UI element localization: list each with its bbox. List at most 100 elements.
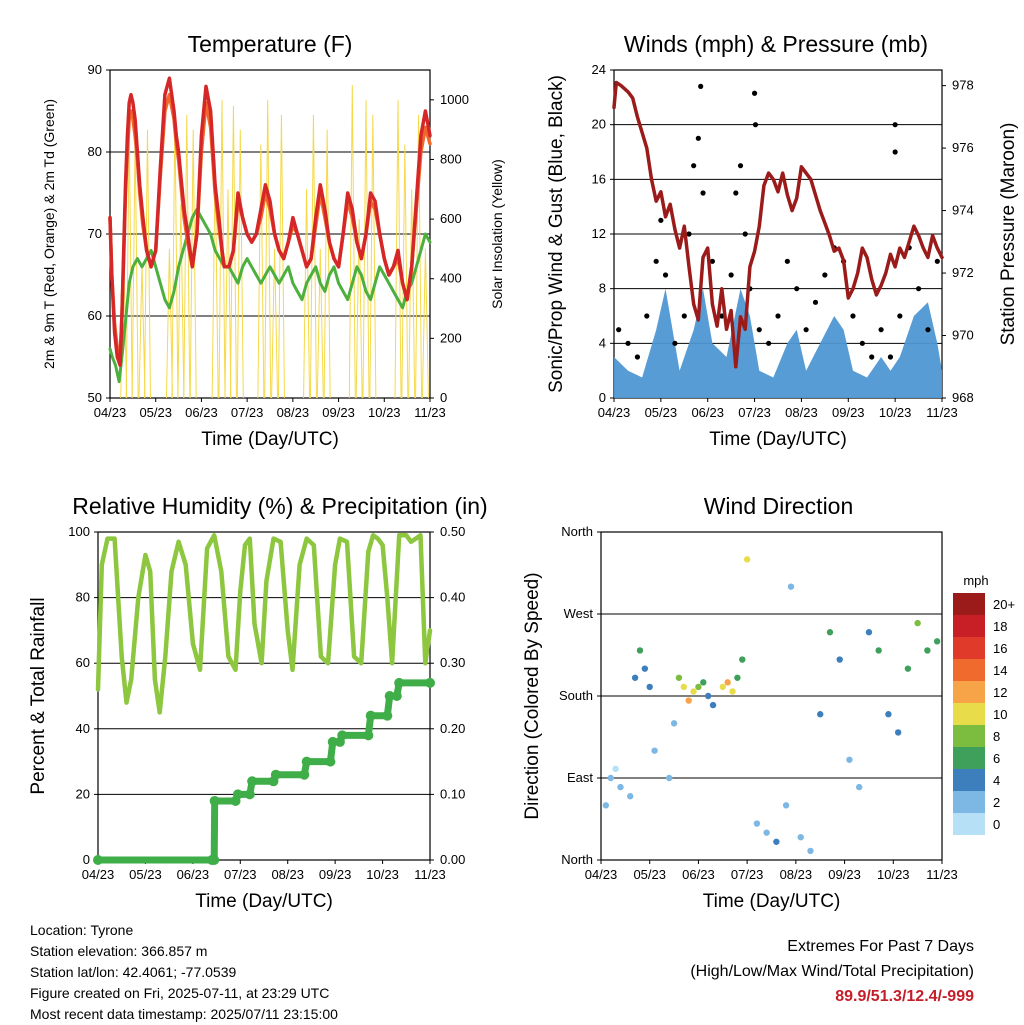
solar-insolation-spike [355, 219, 363, 399]
y-tick-label: 16 [592, 171, 606, 186]
precipitation-point [425, 677, 435, 688]
direction-point [612, 765, 619, 773]
y2-tick-label: 0.10 [440, 786, 465, 801]
y-tick-label: 24 [592, 62, 606, 77]
solar-insolation-spike [183, 114, 191, 399]
pressure-line [612, 80, 944, 369]
dewpoint-line [108, 207, 432, 384]
y2-tick-label: 200 [440, 330, 462, 345]
legend-label: 10 [993, 707, 1007, 722]
legend-label: 8 [993, 729, 1000, 744]
direction-point [914, 619, 921, 627]
solar-insolation-spike [348, 84, 356, 399]
temperature-panel: 50 60 70 80 90 0 200 400 600 800 1000 04/23 05/23 06/… [41, 31, 505, 450]
relative-humidity-line [95, 533, 433, 715]
direction-point [617, 783, 624, 791]
y2-tick-label: 0.30 [440, 655, 465, 670]
direction-point [846, 756, 853, 763]
gust-point [850, 313, 856, 319]
chart-title: Winds (mph) & Pressure (mb) [624, 31, 928, 57]
x-tick-label: 07/23 [738, 405, 771, 420]
legend-swatch [953, 813, 985, 835]
precipitation-point [382, 710, 393, 721]
gust-point [794, 286, 800, 292]
legend-label: 14 [993, 663, 1007, 678]
x-tick-label: 09/23 [322, 405, 355, 420]
legend-swatch [953, 593, 985, 615]
x-axis-label: Time (Day/UTC) [195, 891, 333, 912]
solar-insolation-spike [229, 105, 237, 399]
legend-label: 0 [993, 817, 1000, 832]
gust-point [709, 258, 716, 264]
x-tick-label: 04/23 [94, 405, 127, 420]
x-tick-label: 10/23 [879, 405, 912, 420]
gust-point [878, 327, 884, 333]
y2-tick-label: 978 [952, 78, 974, 93]
direction-point [627, 793, 634, 800]
temperature-2m-line [108, 76, 432, 367]
figure-created: Figure created on Fri, 2025-07-11, at 23… [30, 985, 330, 1001]
x-tick-label: 10/23 [877, 867, 910, 882]
y2-tick-label: 968 [952, 390, 974, 405]
direction-point [753, 820, 761, 827]
gust-point [784, 258, 790, 264]
gust-point [695, 135, 701, 141]
direction-point [607, 774, 614, 782]
gust-point [681, 313, 687, 319]
x-tick-label: 08/23 [780, 867, 813, 882]
y-tick-label: 100 [68, 524, 90, 539]
direction-point [763, 829, 770, 836]
direction-point [904, 665, 912, 672]
y2-tick-label: 0.00 [440, 852, 465, 867]
y-tick-label: 20 [592, 117, 606, 132]
x-tick-label: 09/23 [832, 405, 865, 420]
y2-tick-label: 0 [440, 390, 447, 405]
y-tick-label: 40 [76, 721, 90, 736]
direction-point [646, 683, 653, 691]
gust-point [634, 354, 641, 360]
gust-point [897, 313, 903, 319]
solar-insolation-spike [224, 189, 232, 399]
x-tick-label: 06/23 [691, 405, 724, 420]
winds-pressure-panel: 0 4 8 12 16 20 24 968 970 972 974 976 978 04/23 05/23 0… [546, 31, 1019, 450]
legend-swatch [953, 791, 985, 813]
y2-tick-label: 0.20 [440, 721, 465, 736]
y-axis-label: 2m & 9m T (Red, Orange) & 2m Td (Green) [41, 99, 57, 369]
direction-point [724, 679, 731, 686]
y-tick-label: 80 [76, 590, 90, 605]
direction-point [773, 838, 780, 845]
direction-point [695, 683, 702, 691]
direction-point [885, 711, 892, 718]
x-tick-label: 09/23 [319, 867, 352, 882]
y2-axis-label: Station Pressure (Maroon) [998, 123, 1019, 346]
y-tick-label: 60 [88, 308, 102, 323]
legend-swatch [953, 659, 985, 681]
gust-point [658, 217, 664, 223]
precipitation-line [94, 679, 434, 864]
station-info: Location: Tyrone Station elevation: 366.… [30, 920, 338, 1025]
y-tick-label: North [561, 524, 593, 539]
y-tick-label: 0 [599, 390, 606, 405]
direction-point [675, 674, 683, 681]
direction-point [865, 629, 873, 636]
precipitation-point [299, 769, 310, 780]
solar-insolation-spike [165, 248, 173, 399]
precipitation-point [365, 710, 376, 721]
gust-point [672, 340, 678, 346]
y-tick-label: South [559, 688, 593, 703]
solar-insolation-spike [316, 248, 324, 399]
extremes-subheading: (High/Low/Max Wind/Total Precipitation) [690, 963, 974, 980]
legend-label: 6 [993, 751, 1000, 766]
y-tick-label: East [567, 770, 593, 785]
y-tick-label: 50 [88, 390, 102, 405]
x-tick-label: 11/23 [926, 405, 958, 420]
precipitation-point [363, 730, 374, 741]
x-axis-label: Time (Day/UTC) [703, 891, 841, 912]
y2-tick-label: 1000 [440, 92, 469, 107]
x-tick-label: 08/23 [277, 405, 310, 420]
solar-insolation-spike [421, 248, 429, 399]
direction-point [636, 647, 644, 654]
station-latlon: Station lat/lon: 42.4061; -77.0539 [30, 964, 237, 980]
direction-point [924, 647, 931, 654]
precipitation-point [384, 691, 395, 701]
